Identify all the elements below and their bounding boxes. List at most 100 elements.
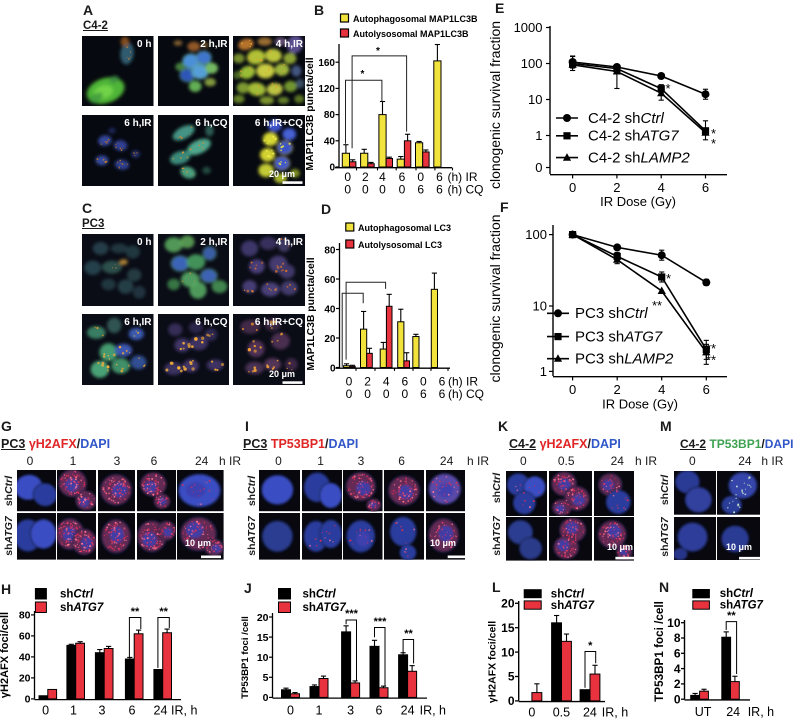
svg-text:20: 20 [257, 612, 269, 624]
svg-text:10 μm: 10 μm [726, 541, 752, 551]
svg-text:0.5: 0.5 [553, 705, 570, 719]
svg-text:40: 40 [324, 136, 336, 147]
svg-text:UT: UT [695, 705, 712, 719]
svg-text:15: 15 [501, 621, 515, 635]
svg-text:2: 2 [613, 180, 620, 195]
svg-text:1000: 1000 [514, 20, 543, 35]
svg-text:(h) CQ: (h) CQ [448, 387, 484, 401]
svg-text:20 μm: 20 μm [269, 369, 295, 379]
svg-text:0: 0 [569, 180, 576, 195]
svg-text:6: 6 [702, 180, 709, 195]
svg-text:1: 1 [70, 704, 77, 718]
svg-text:0: 0 [287, 704, 294, 718]
svg-text:3: 3 [347, 704, 354, 718]
svg-text:100: 100 [525, 227, 547, 242]
svg-text:IR, h: IR, h [602, 705, 628, 719]
svg-text:6: 6 [674, 647, 681, 661]
svg-text:24: 24 [726, 705, 740, 719]
svg-text:0: 0 [569, 382, 576, 397]
svg-text:0 h: 0 h [137, 237, 151, 248]
svg-text:15: 15 [257, 632, 269, 644]
svg-text:1: 1 [535, 128, 542, 143]
svg-text:0: 0 [346, 387, 353, 401]
svg-text:6: 6 [420, 387, 427, 401]
svg-text:6: 6 [399, 170, 406, 184]
svg-text:**: ** [159, 606, 168, 618]
svg-text:24: 24 [401, 704, 415, 718]
svg-text:0: 0 [346, 375, 353, 389]
svg-text:γH2AFX foci/cell: γH2AFX foci/cell [487, 621, 499, 703]
svg-text:C4-2 shLAMP2: C4-2 shLAMP2 [588, 149, 690, 166]
svg-text:Autophagosomal MAP1LC3B: Autophagosomal MAP1LC3B [353, 14, 478, 24]
svg-text:24: 24 [154, 704, 168, 718]
svg-text:MAP1LC3B puncta/cell: MAP1LC3B puncta/cell [305, 57, 316, 170]
svg-text:1: 1 [316, 704, 323, 718]
svg-text:0: 0 [362, 183, 369, 197]
svg-text:C4-2 shATG7: C4-2 shATG7 [588, 128, 679, 145]
svg-text:80: 80 [19, 610, 31, 622]
svg-text:**: ** [706, 341, 716, 356]
svg-text:Autophagosomal LC3: Autophagosomal LC3 [358, 223, 451, 233]
svg-text:*: * [361, 69, 365, 80]
svg-text:10 μm: 10 μm [430, 538, 456, 548]
svg-text:40: 40 [324, 304, 336, 315]
svg-text:60: 60 [324, 275, 336, 286]
svg-text:*: * [376, 46, 380, 57]
svg-text:shCtrl: shCtrl [551, 589, 585, 601]
svg-text:***: *** [345, 608, 359, 620]
svg-text:γH2AFX foci/cell: γH2AFX foci/cell [0, 612, 11, 698]
svg-text:0: 0 [535, 160, 542, 175]
svg-text:shCtrl: shCtrl [720, 588, 754, 600]
svg-text:6 h,IR: 6 h,IR [124, 118, 152, 129]
svg-text:6 h,IR: 6 h,IR [124, 317, 152, 328]
svg-text:**: ** [404, 628, 413, 640]
svg-text:shCtrl: shCtrl [60, 589, 94, 601]
svg-text:*: * [665, 81, 670, 96]
svg-text:6: 6 [417, 183, 424, 197]
svg-text:shATG7: shATG7 [551, 600, 595, 612]
svg-text:10: 10 [667, 616, 681, 630]
svg-text:10 μm: 10 μm [185, 538, 211, 548]
svg-text:**: ** [131, 606, 140, 618]
svg-text:2: 2 [362, 170, 369, 184]
svg-text:5: 5 [263, 672, 269, 684]
svg-text:6: 6 [436, 183, 443, 197]
svg-text:20: 20 [19, 673, 31, 685]
svg-text:clonogenic survival fraction: clonogenic survival fraction [490, 21, 503, 189]
svg-text:1: 1 [540, 364, 547, 379]
svg-text:6: 6 [376, 704, 383, 718]
svg-text:6 h,IR+CQ: 6 h,IR+CQ [255, 118, 303, 129]
svg-text:(h) CQ: (h) CQ [448, 183, 484, 197]
svg-text:4 h,IR: 4 h,IR [276, 237, 304, 248]
svg-text:**: ** [652, 298, 662, 313]
svg-text:4: 4 [379, 170, 386, 184]
svg-text:shCtrl: shCtrl [303, 589, 337, 601]
svg-text:C4-2 shCtrl: C4-2 shCtrl [588, 110, 665, 127]
svg-text:2 h,IR: 2 h,IR [200, 39, 228, 50]
svg-text:2: 2 [674, 677, 681, 691]
svg-text:24: 24 [583, 705, 597, 719]
svg-text:IR Dose (Gy): IR Dose (Gy) [602, 397, 678, 412]
svg-text:0: 0 [508, 694, 515, 708]
svg-text:0: 0 [528, 705, 535, 719]
svg-text:20: 20 [501, 597, 515, 611]
svg-text:PC3 shATG7: PC3 shATG7 [575, 328, 663, 345]
svg-text:0: 0 [401, 387, 408, 401]
svg-text:4: 4 [674, 662, 681, 676]
svg-text:*: * [666, 271, 671, 286]
svg-text:IR, h: IR, h [748, 705, 774, 719]
svg-text:6 h,CQ: 6 h,CQ [195, 317, 227, 328]
svg-text:0: 0 [344, 170, 351, 184]
svg-text:0: 0 [379, 183, 386, 197]
svg-text:*: * [588, 640, 593, 652]
svg-text:20: 20 [324, 334, 336, 345]
svg-text:TP53BP1 foci /cell: TP53BP1 foci /cell [240, 616, 251, 699]
svg-text:10 μm: 10 μm [607, 542, 633, 552]
svg-text:0: 0 [420, 375, 427, 389]
svg-text:(h) IR: (h) IR [448, 170, 478, 184]
svg-text:*: * [711, 136, 716, 151]
svg-text:100: 100 [521, 56, 543, 71]
svg-text:0: 0 [674, 692, 681, 706]
svg-text:0: 0 [330, 363, 336, 374]
svg-text:Autolysosomal LC3: Autolysosomal LC3 [358, 240, 442, 250]
